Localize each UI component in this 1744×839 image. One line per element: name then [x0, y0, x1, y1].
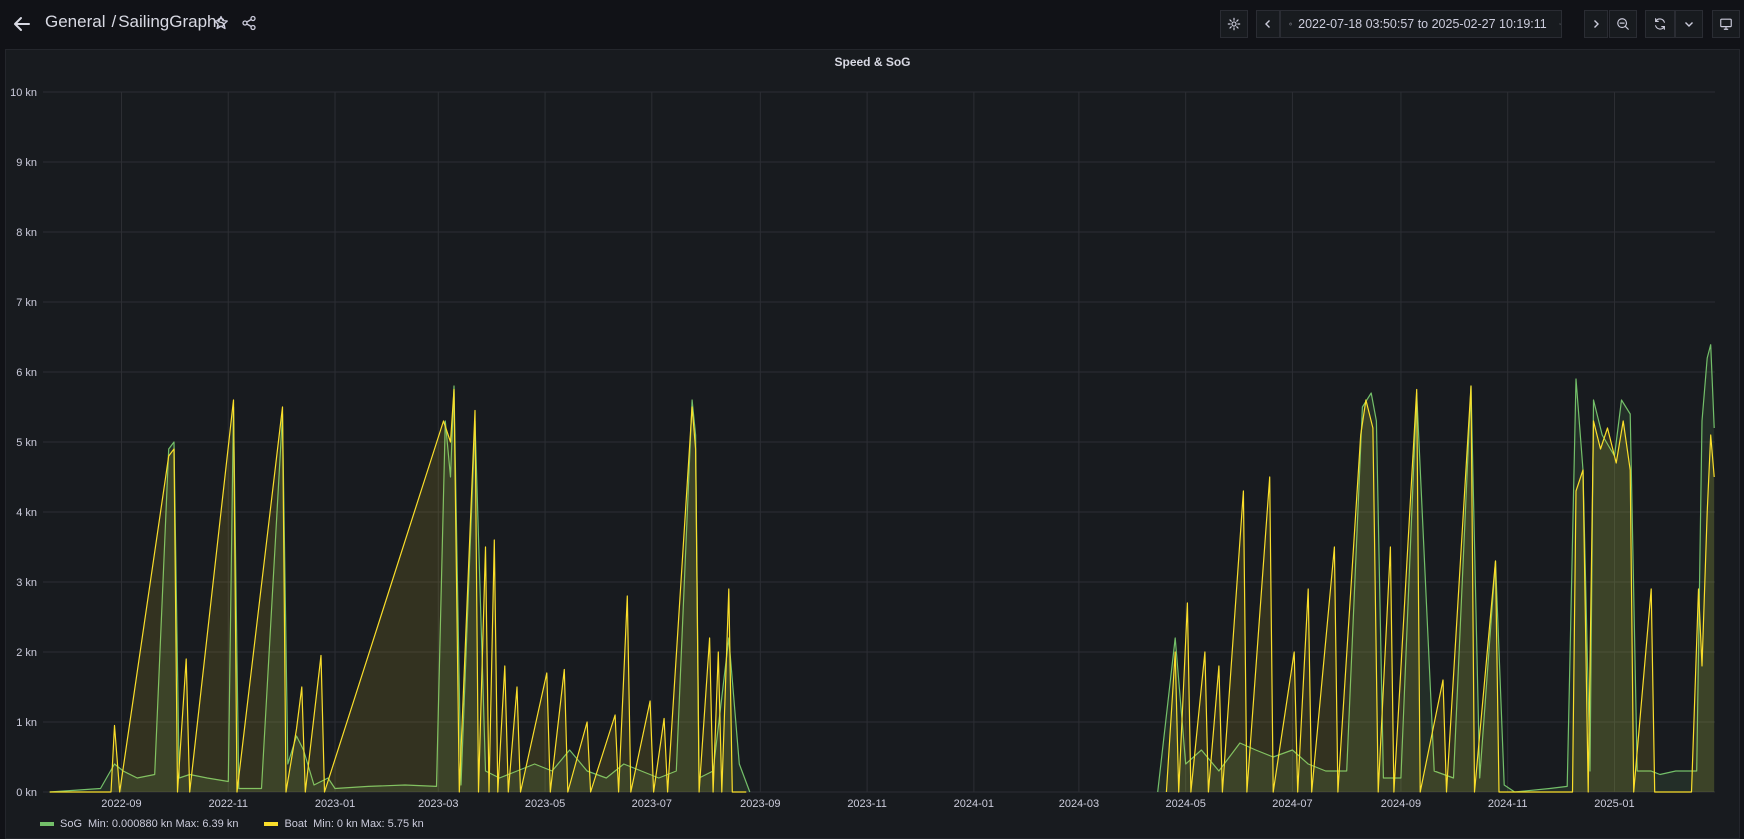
legend-stats-boat: Min: 0 kn Max: 5.75 kn: [313, 818, 424, 830]
y-tick-label: 7 kn: [16, 297, 37, 309]
y-tick-label: 9 kn: [16, 157, 37, 169]
time-shift-back-button[interactable]: [1256, 10, 1280, 38]
x-tick-label: 2023-01: [315, 798, 355, 810]
time-range-picker[interactable]: 2022-07-18 03:50:57 to 2025-02-27 10:19:…: [1280, 10, 1562, 38]
y-tick-label: 6 kn: [16, 367, 37, 379]
share-icon: [242, 15, 256, 31]
chevron-left-icon: [1265, 20, 1270, 28]
x-tick-label: 2024-11: [1488, 798, 1528, 810]
x-tick-label: 2024-07: [1272, 798, 1312, 810]
x-tick-label: 2022-09: [101, 798, 141, 810]
clock-icon: [1289, 22, 1292, 26]
share-button[interactable]: [238, 12, 260, 34]
dashboard-title[interactable]: SailingGraphs: [118, 12, 225, 31]
legend-name-boat: Boat: [284, 818, 308, 830]
legend-name-sog: SoG: [60, 818, 83, 830]
x-tick-label: 2023-05: [525, 798, 565, 810]
y-tick-label: 5 kn: [16, 437, 37, 449]
x-tick-label: 2022-11: [208, 798, 248, 810]
star-icon: [214, 15, 228, 30]
chevron-right-icon: [1594, 20, 1599, 28]
series-line-sog: [49, 385, 751, 793]
y-tick-label: 8 kn: [16, 227, 37, 239]
refresh-button[interactable]: [1645, 10, 1675, 38]
monitor-icon: [1720, 18, 1732, 30]
time-range-label: 2022-07-18 03:50:57 to 2025-02-27 10:19:…: [1298, 17, 1547, 31]
back-button[interactable]: [8, 10, 36, 38]
y-tick-label: 4 kn: [16, 507, 37, 519]
panel-title[interactable]: Speed & SoG: [834, 55, 911, 69]
series-line-boat: [1165, 385, 1715, 793]
zoom-out-button[interactable]: [1609, 10, 1637, 38]
y-tick-label: 2 kn: [16, 647, 37, 659]
legend-stats-sog: Min: 0.000880 kn Max: 6.39 kn: [88, 818, 239, 830]
legend-item-boat[interactable]: Boat Min: 0 kn Max: 5.75 kn: [264, 818, 424, 830]
gear-icon: [1227, 17, 1241, 31]
chevron-down-icon: [1685, 22, 1693, 27]
y-tick-label: 3 kn: [16, 577, 37, 589]
x-tick-label: 2024-03: [1059, 798, 1099, 810]
dashboard-settings-button[interactable]: [1220, 10, 1248, 38]
speed-sog-chart[interactable]: 0 kn 1 kn 2 kn 3 kn 4 kn 5 kn 6 kn 7 kn 8 kn 9 kn…: [6, 50, 1739, 838]
legend-swatch-sog: [40, 822, 54, 826]
x-tick-label: 2023-11: [847, 798, 887, 810]
legend-item-sog[interactable]: SoG Min: 0.000880 kn Max: 6.39 kn: [40, 818, 238, 830]
x-tick-label: 2025-01: [1594, 798, 1634, 810]
series-area-sog: [1157, 344, 1715, 792]
x-tick-label: 2024-05: [1165, 798, 1205, 810]
y-tick-label: 10 kn: [10, 87, 37, 99]
breadcrumb-folder[interactable]: General: [45, 12, 106, 31]
y-tick-label: 1 kn: [16, 717, 37, 729]
legend-swatch-boat: [264, 822, 279, 826]
tv-mode-button[interactable]: [1712, 10, 1740, 38]
refresh-interval-dropdown[interactable]: [1675, 10, 1703, 38]
legend: SoG Min: 0.000880 kn Max: 6.39 kn Boat M…: [40, 818, 424, 830]
x-tick-label: 2024-09: [1381, 798, 1421, 810]
star-button[interactable]: [210, 12, 232, 34]
x-tick-label: 2023-07: [632, 798, 672, 810]
refresh-icon: [1655, 18, 1665, 30]
breadcrumb: General / SailingGraphs: [45, 12, 225, 32]
y-tick-label: 0 kn: [16, 787, 37, 799]
series-line-boat: [49, 388, 747, 793]
dashboard-toolbar: General / SailingGraphs 2022-07-18 03: [0, 0, 1744, 48]
x-tick-label: 2023-09: [740, 798, 780, 810]
series-area-boat: [49, 389, 747, 792]
zoom-out-icon: [1617, 18, 1629, 30]
series-area-sog: [49, 386, 750, 792]
arrow-left-icon: [14, 17, 30, 31]
speed-sog-panel: Speed & SoG 0 kn 1 kn 2 kn 3 kn 4 kn 5 kn 6 kn…: [5, 49, 1740, 839]
chevron-down-icon: [1558, 23, 1561, 25]
x-tick-label: 2023-03: [418, 798, 458, 810]
x-tick-label: 2024-01: [954, 798, 994, 810]
time-shift-forward-button[interactable]: [1584, 10, 1608, 38]
breadcrumb-separator: /: [111, 12, 117, 31]
